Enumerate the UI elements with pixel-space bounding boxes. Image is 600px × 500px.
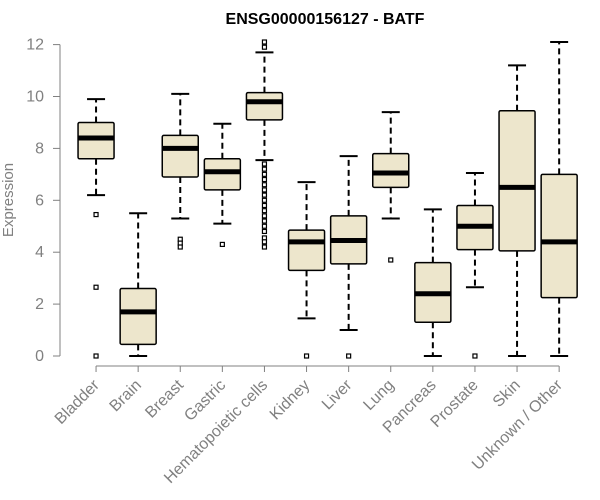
x-tick-label: Liver bbox=[319, 376, 356, 413]
outlier-point bbox=[261, 197, 268, 203]
outlier-point bbox=[261, 166, 268, 172]
y-axis: 0 2 4 6 8 10 12 bbox=[26, 37, 61, 365]
iqr-box bbox=[119, 287, 157, 346]
outlier-point bbox=[261, 239, 268, 245]
outlier-point bbox=[93, 211, 99, 218]
outlier-point bbox=[261, 218, 268, 224]
outlier-point bbox=[261, 44, 268, 50]
box-brain bbox=[119, 212, 157, 357]
outlier-point bbox=[261, 171, 268, 177]
outlier-point bbox=[261, 39, 268, 45]
outlier-point bbox=[261, 202, 268, 209]
outlier-point bbox=[261, 176, 268, 183]
iqr-box bbox=[161, 134, 199, 178]
x-tick-label: Prostate bbox=[428, 377, 482, 431]
outlier-point bbox=[472, 353, 478, 359]
iqr-box bbox=[372, 152, 410, 189]
outlier-point bbox=[261, 244, 268, 250]
box-kidney bbox=[287, 181, 326, 359]
x-tick-label: Kidney bbox=[267, 377, 314, 424]
x-tick-label: Brain bbox=[107, 377, 145, 415]
y-tick-label: 6 bbox=[35, 192, 44, 209]
box-hematopoietic-cells bbox=[245, 39, 284, 250]
box-pancreas bbox=[414, 208, 452, 357]
box-series bbox=[77, 39, 578, 359]
y-tick-label: 10 bbox=[26, 89, 44, 106]
chart-title: ENSG00000156127 - BATF bbox=[226, 11, 425, 28]
outlier-point bbox=[93, 284, 99, 290]
x-tick-label: Bladder bbox=[52, 376, 103, 427]
outlier-point bbox=[93, 353, 99, 359]
iqr-box bbox=[77, 121, 115, 160]
x-tick-label: Skin bbox=[490, 377, 524, 411]
box-lung bbox=[372, 111, 410, 263]
outlier-point bbox=[346, 353, 352, 359]
y-tick-label: 8 bbox=[35, 140, 44, 157]
y-tick-label: 0 bbox=[35, 348, 44, 365]
iqr-box bbox=[287, 229, 326, 272]
outlier-point bbox=[261, 161, 268, 167]
outlier-point bbox=[261, 228, 268, 235]
outlier-point bbox=[219, 241, 225, 248]
box-skin bbox=[498, 64, 536, 357]
outlier-point bbox=[303, 353, 310, 359]
outlier-point bbox=[261, 208, 268, 214]
y-tick-label: 2 bbox=[35, 296, 44, 313]
outlier-point bbox=[177, 244, 183, 250]
outlier-point bbox=[388, 257, 394, 263]
y-tick-label: 12 bbox=[26, 37, 44, 54]
y-tick-label: 4 bbox=[35, 244, 44, 261]
iqr-box bbox=[203, 158, 242, 191]
box-liver bbox=[329, 155, 368, 359]
y-axis-label: Expression bbox=[0, 163, 17, 237]
box-breast bbox=[161, 92, 199, 250]
outlier-point bbox=[261, 192, 268, 198]
iqr-box bbox=[540, 173, 578, 299]
outlier-point bbox=[261, 182, 268, 188]
outlier-point bbox=[261, 187, 268, 193]
outlier-point bbox=[261, 213, 268, 219]
x-tick-label: Lung bbox=[360, 377, 397, 414]
iqr-box bbox=[498, 110, 536, 252]
iqr-box bbox=[245, 91, 284, 121]
x-tick-label: Breast bbox=[142, 376, 187, 421]
box-prostate bbox=[456, 172, 494, 359]
box-gastric bbox=[203, 122, 242, 248]
box-bladder bbox=[77, 98, 115, 359]
outlier-point bbox=[261, 223, 268, 229]
box-unknown-other bbox=[540, 41, 578, 357]
